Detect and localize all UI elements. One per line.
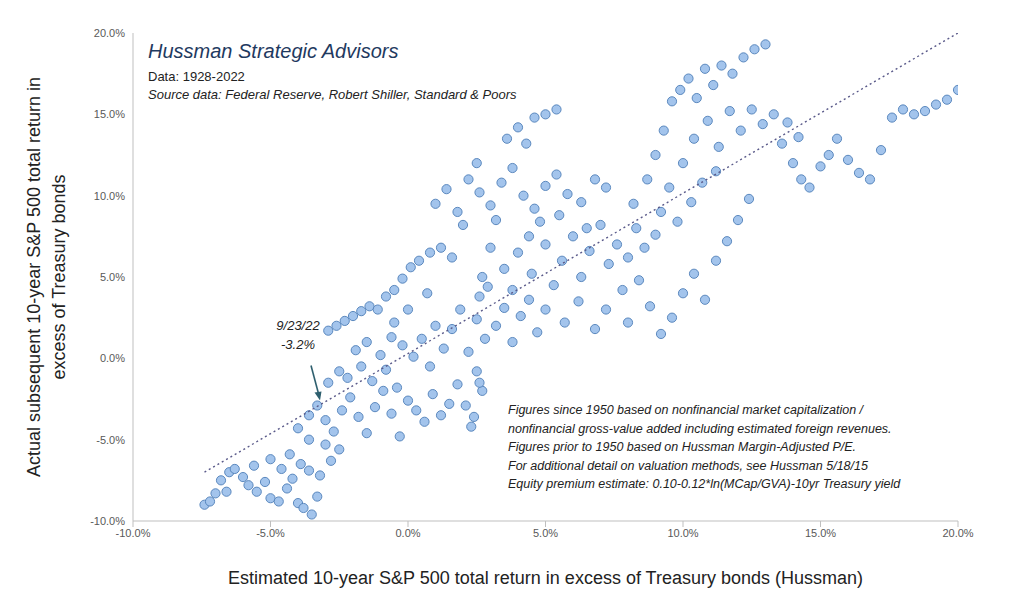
svg-text:15.0%: 15.0% [805,527,836,539]
svg-text:Data: 1928-2022: Data: 1928-2022 [148,69,245,84]
svg-text:Figures prior to 1950 based on: Figures prior to 1950 based on Hussman M… [508,440,856,454]
svg-text:For additional detail on valua: For additional detail on valuation metho… [508,459,868,473]
svg-text:20.0%: 20.0% [94,27,125,39]
svg-text:Actual subsequent 10-year S&P: Actual subsequent 10-year S&P 500 total … [24,77,44,477]
svg-text:Hussman Strategic Advisors: Hussman Strategic Advisors [148,40,398,62]
svg-text:5.0%: 5.0% [100,271,125,283]
svg-text:10.0%: 10.0% [667,527,698,539]
svg-text:excess of Treasury bonds: excess of Treasury bonds [49,174,69,379]
svg-text:0.0%: 0.0% [395,527,420,539]
svg-text:Source data: Federal Reserve,: Source data: Federal Reserve, Robert Shi… [148,87,517,102]
svg-text:10.0%: 10.0% [94,190,125,202]
svg-text:9/23/22: 9/23/22 [276,318,320,333]
svg-text:-5.0%: -5.0% [256,527,285,539]
svg-text:20.0%: 20.0% [942,527,973,539]
svg-text:0.0%: 0.0% [100,352,125,364]
svg-text:-10.0%: -10.0% [116,527,151,539]
svg-text:-3.2%: -3.2% [281,337,315,352]
svg-text:5.0%: 5.0% [533,527,558,539]
svg-text:Equity premium estimate: 0.10-: Equity premium estimate: 0.10-0.12*ln(MC… [508,477,901,491]
svg-text:Figures since 1950 based on no: Figures since 1950 based on nonfinancial… [508,403,865,417]
svg-text:-10.0%: -10.0% [90,515,125,527]
svg-text:nonfinancial gross-value added: nonfinancial gross-value added including… [508,422,892,436]
svg-text:15.0%: 15.0% [94,108,125,120]
svg-text:-5.0%: -5.0% [96,434,125,446]
svg-text:Estimated 10-year S&P 500 tota: Estimated 10-year S&P 500 total return i… [228,568,863,588]
